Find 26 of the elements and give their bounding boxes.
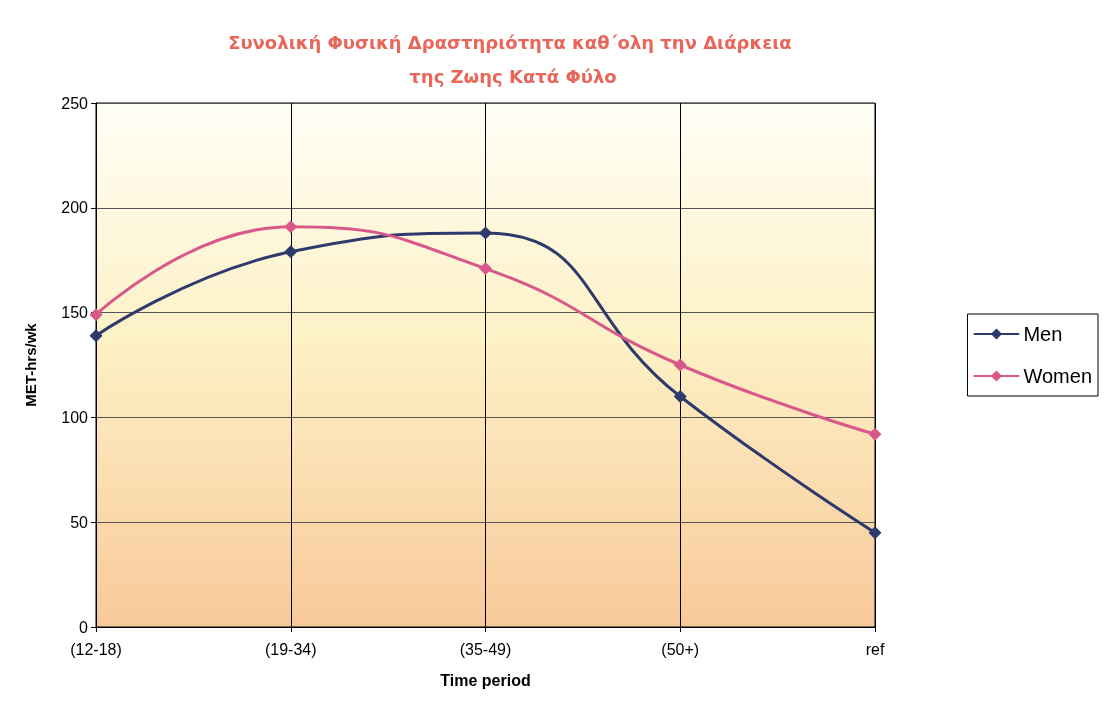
y-tick-label: 100	[61, 408, 89, 426]
x-tick-label: ref	[865, 640, 885, 658]
legend-label: Men	[1023, 323, 1063, 345]
point	[284, 245, 298, 259]
point	[479, 226, 492, 240]
x-tick-label: (19-34)	[264, 640, 317, 658]
point	[284, 220, 298, 234]
y-tick-label: 50	[70, 513, 89, 531]
x-tick-label: (35-49)	[459, 640, 512, 658]
x-axis-title: Time period	[440, 671, 531, 689]
y-tick-label: 200	[61, 199, 89, 217]
y-tick-label: 0	[79, 618, 89, 636]
y-tick-label: 250	[61, 94, 89, 112]
point	[868, 526, 882, 540]
y-tick-label: 150	[61, 304, 89, 322]
y-axis-title: MET-hrs/wk	[22, 322, 39, 407]
legend-label: Women	[1023, 365, 1092, 387]
point	[868, 427, 882, 441]
x-tick-label: (50+)	[661, 640, 700, 658]
point	[673, 389, 687, 403]
point	[89, 329, 103, 343]
chart-title: Συνολική Φυσική Δραστηριότητα καθ΄ολη την Διάρκεια της Ζωης Κατά Φύλο	[228, 31, 798, 87]
point	[673, 358, 687, 372]
point	[479, 262, 492, 276]
x-tick-label: (12-18)	[70, 640, 122, 658]
point	[89, 308, 103, 322]
